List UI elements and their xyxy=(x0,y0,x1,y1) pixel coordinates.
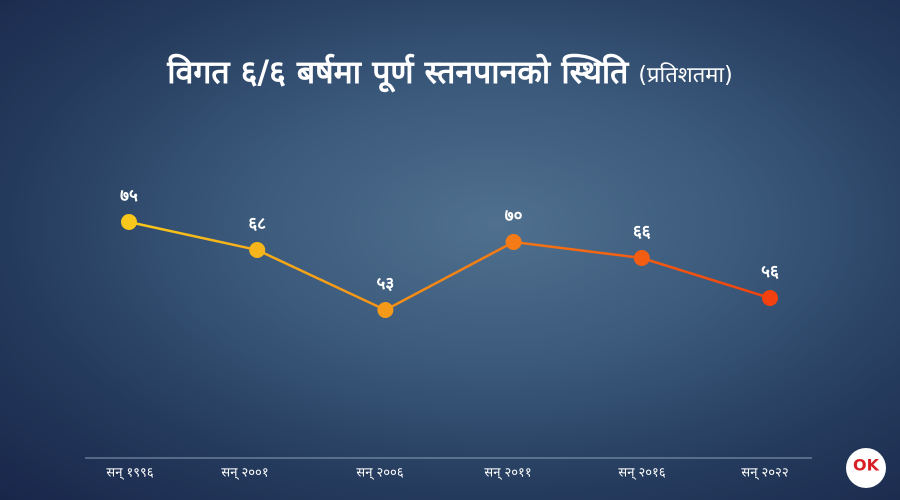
logo: OK xyxy=(853,456,880,475)
value-label: ६६ xyxy=(633,222,651,242)
value-label: ६८ xyxy=(248,214,266,234)
logo-badge xyxy=(846,448,886,488)
point xyxy=(762,290,778,306)
point xyxy=(249,242,266,258)
value-label: ७० xyxy=(505,206,523,226)
value-label: ७५ xyxy=(120,186,138,206)
x-tick-label: सन् २०२२ xyxy=(741,466,788,481)
value-label: ५३ xyxy=(377,274,395,294)
point xyxy=(121,214,137,230)
line xyxy=(128,220,771,312)
x-tick-label: सन् २०११ xyxy=(484,466,531,481)
point xyxy=(633,250,650,266)
x-tick-label: सन् २००६ xyxy=(356,466,403,481)
x-tick-label: सन् २०१६ xyxy=(618,466,665,481)
point xyxy=(505,234,522,250)
point xyxy=(377,302,394,318)
x-tick-label: सन् १९९६ xyxy=(106,466,153,481)
chart-title: विगत ६/६ बर्षमा पूर्ण स्तनपानको स्थिति xyxy=(166,53,630,93)
x-tick-label: सन् २००१ xyxy=(221,466,268,481)
value-label: ५६ xyxy=(761,262,779,282)
chart-subtitle: (प्रतिशतमा) xyxy=(638,62,732,88)
